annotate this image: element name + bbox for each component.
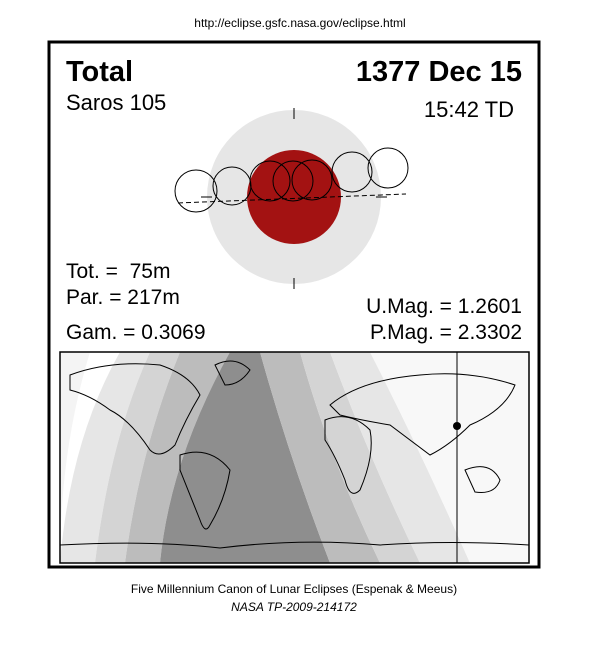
- greenland: [214, 360, 251, 386]
- moon: [272, 160, 314, 202]
- penumbral-magnitude: P.Mag. = 2.3302: [370, 321, 522, 344]
- moon: [174, 169, 218, 213]
- sublunar-point: [453, 422, 461, 430]
- eclipse-date: 1377 Dec 15: [356, 56, 522, 88]
- zone: [330, 352, 470, 563]
- zone: [260, 352, 380, 563]
- umbral-magnitude: U.Mag. = 1.2601: [366, 295, 522, 318]
- eclipse-type: Total: [66, 56, 133, 88]
- zone: [60, 352, 90, 563]
- map-border: [59, 351, 530, 564]
- source-url: http://eclipse.gsfc.nasa.gov/eclipse.htm…: [194, 16, 405, 30]
- umbra: [247, 150, 341, 244]
- saros: Saros 105: [66, 90, 166, 115]
- eurasia: [329, 373, 516, 456]
- visibility-map: [59, 351, 530, 564]
- canon-credit: Five Millennium Canon of Lunar Eclipses …: [131, 582, 457, 596]
- zone: [60, 352, 150, 563]
- partial-duration: Par. = 217m: [66, 286, 180, 309]
- moon: [331, 151, 373, 193]
- moon: [291, 159, 333, 201]
- publication: NASA TP-2009-214172: [231, 600, 357, 614]
- time: 15:42 TD: [424, 97, 514, 122]
- moon: [367, 147, 409, 189]
- south-america: [179, 451, 231, 530]
- moon: [249, 160, 291, 202]
- total-zone: [160, 352, 330, 563]
- gamma: Gam. = 0.3069: [66, 321, 206, 344]
- australia: [464, 466, 501, 493]
- africa: [324, 416, 372, 494]
- north-america: [69, 363, 201, 455]
- shadow-diagram: [174, 108, 409, 289]
- zone: [370, 352, 529, 563]
- totality-duration: Tot. = 75m: [66, 260, 170, 283]
- antarctica: [60, 541, 529, 549]
- moon-path: [177, 193, 407, 204]
- zone: [95, 352, 180, 563]
- zone: [125, 352, 230, 563]
